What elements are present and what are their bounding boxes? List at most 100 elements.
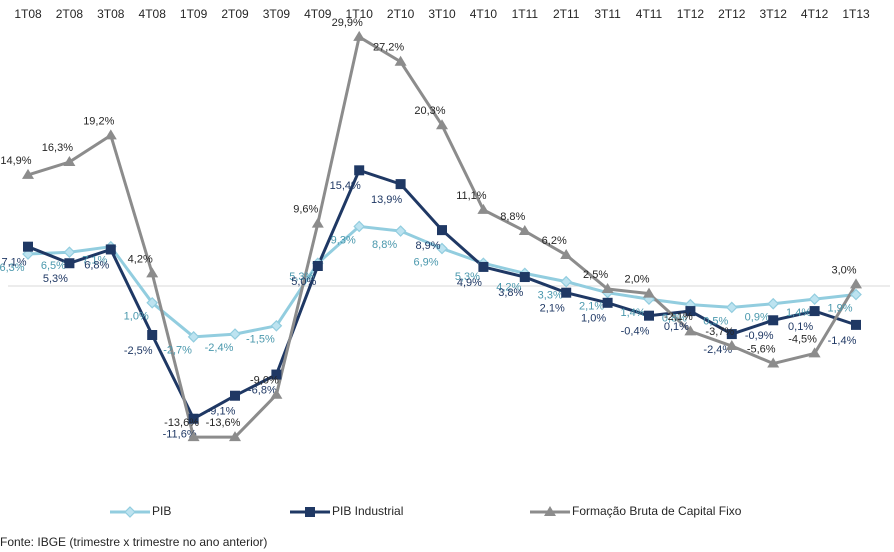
point xyxy=(270,388,283,399)
data-label: 0,5% xyxy=(703,315,728,327)
data-label: 6,9% xyxy=(413,256,438,268)
point xyxy=(63,156,76,167)
point xyxy=(851,319,861,330)
data-label: -3,7% xyxy=(705,326,734,338)
data-label: 14,9% xyxy=(0,155,31,167)
data-label: -2,4% xyxy=(205,342,234,354)
x-tick-label: 1T09 xyxy=(180,7,208,21)
data-label: 1,0% xyxy=(581,313,606,325)
data-label: 3,3% xyxy=(538,290,563,302)
point xyxy=(146,296,159,309)
point xyxy=(105,244,116,255)
data-label: 0,9% xyxy=(745,312,770,324)
data-label: 19,2% xyxy=(83,115,114,127)
data-label: -9,1% xyxy=(207,406,236,418)
x-tick-label: 3T10 xyxy=(428,7,456,21)
point xyxy=(22,168,34,179)
point xyxy=(643,287,655,298)
data-label: 1,0% xyxy=(124,311,149,323)
data-label: 9,3% xyxy=(331,234,356,246)
point xyxy=(311,217,324,228)
x-tick-label: 3T08 xyxy=(97,7,125,21)
point xyxy=(477,203,490,214)
x-tick-label: 1T12 xyxy=(677,7,705,21)
x-tick-label: 1T08 xyxy=(14,7,42,21)
data-label: 5,3% xyxy=(455,271,480,283)
point xyxy=(354,165,365,176)
point xyxy=(601,283,614,293)
x-tick-label: 1T11 xyxy=(512,7,539,21)
data-label: 4,9% xyxy=(457,277,482,289)
point xyxy=(64,258,75,269)
data-label: -0,9% xyxy=(745,330,774,342)
data-label: -5,6% xyxy=(747,343,776,355)
data-label: 5,3% xyxy=(43,273,68,285)
data-label: -2,1% xyxy=(664,311,693,323)
point xyxy=(230,390,240,401)
x-tick-label: 3T09 xyxy=(263,7,291,21)
x-tick-label: 2T11 xyxy=(553,7,580,21)
point xyxy=(808,293,821,305)
legend-marker xyxy=(305,507,315,517)
x-tick-label: 4T09 xyxy=(304,7,332,21)
point xyxy=(270,319,283,332)
data-label: 11,1% xyxy=(456,190,487,202)
point xyxy=(229,431,241,442)
data-label: 6,2% xyxy=(542,235,567,247)
data-label: 1,9% xyxy=(827,302,852,314)
data-label: 2,5% xyxy=(583,269,608,281)
x-tick-label: 1T10 xyxy=(346,7,374,21)
point xyxy=(726,329,737,340)
point xyxy=(561,287,572,298)
x-tick-label: 4T12 xyxy=(801,7,829,21)
point xyxy=(63,246,76,259)
data-label: -4,5% xyxy=(788,333,817,345)
point xyxy=(104,129,117,140)
data-label: -13,6% xyxy=(164,417,199,429)
data-label: 13,9% xyxy=(371,194,402,206)
series-line xyxy=(27,168,857,421)
x-tick-label: 4T10 xyxy=(470,7,498,21)
point xyxy=(394,55,407,66)
point xyxy=(725,301,738,314)
point xyxy=(437,225,447,236)
legend-marker xyxy=(124,506,136,518)
data-label: -9,0% xyxy=(250,375,279,387)
data-label: -1,4% xyxy=(828,335,857,347)
data-label: 29,9% xyxy=(332,17,363,29)
x-tick-label: 2T10 xyxy=(387,7,415,21)
data-label: 7,1% xyxy=(82,255,107,267)
data-label: 3,8% xyxy=(498,287,523,299)
legend-label: PIB xyxy=(152,504,171,518)
data-label: -2,4% xyxy=(703,344,732,356)
data-label: 6,3% xyxy=(0,262,25,274)
data-label: 4,2% xyxy=(496,281,521,293)
point xyxy=(271,369,282,380)
data-label: 0,8% xyxy=(662,313,687,325)
data-label: 3,0% xyxy=(831,264,856,276)
x-tick-label: 1T13 xyxy=(842,7,870,21)
legend-marker xyxy=(544,506,556,516)
point xyxy=(560,248,573,259)
point xyxy=(684,325,697,336)
data-label: 7,1% xyxy=(1,257,26,269)
data-label: 8,9% xyxy=(415,240,440,252)
data-label: 8,8% xyxy=(372,239,397,251)
point xyxy=(436,242,448,255)
data-label: -2,7% xyxy=(163,345,192,357)
point xyxy=(725,340,738,351)
data-label: 6,8% xyxy=(84,259,109,271)
point xyxy=(685,306,696,317)
point xyxy=(602,297,613,308)
point xyxy=(767,297,780,310)
point xyxy=(187,431,200,442)
data-label: -11,6% xyxy=(163,429,197,441)
point xyxy=(519,272,530,283)
point xyxy=(394,225,407,237)
data-label: 8,8% xyxy=(500,211,525,223)
legend-label: PIB Industrial xyxy=(332,504,403,518)
data-label: 0,1% xyxy=(788,321,813,333)
data-label: 5,3% xyxy=(289,271,314,283)
data-label: 4,2% xyxy=(128,253,153,265)
